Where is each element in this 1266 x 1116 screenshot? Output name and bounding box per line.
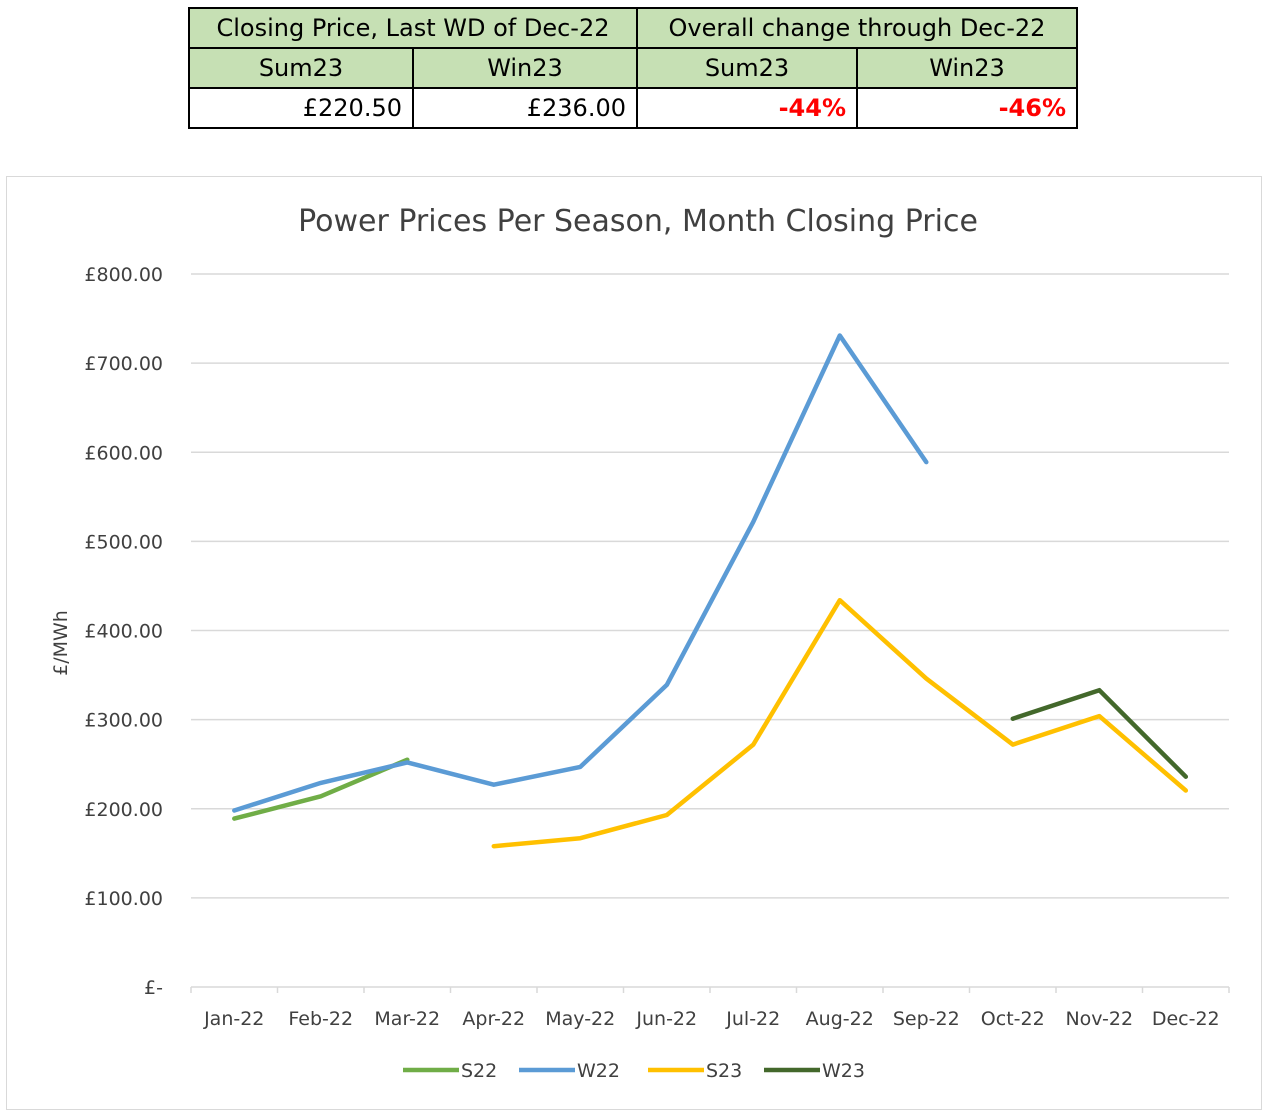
line-chart: Power Prices Per Season, Month Closing P… [50,204,1230,1082]
y-tick-label: £400.00 [84,621,163,643]
chart-frame: Power Prices Per Season, Month Closing P… [6,176,1262,1110]
series-lines [232,333,1189,849]
chart-title: Power Prices Per Season, Month Closing P… [298,204,978,239]
x-tick-label: Mar-22 [374,1008,440,1030]
y-axis-label: £/MWh [50,610,72,676]
x-tick-label: May-22 [545,1008,615,1030]
x-axis-ticks: Jan-22 Feb-22 Mar-22 Apr-22 May-22 Jun-22 Jul-… [203,1008,1220,1030]
series-line-w22 [232,333,929,813]
win23-change-value: -46% [856,87,1078,129]
sum23-price-value: £220.50 [188,87,414,129]
x-tick-label: Jul-22 [725,1008,780,1030]
legend: S22 W22 S23 W23 [403,1060,865,1082]
win23-price-value: £236.00 [412,87,638,129]
x-tick-label: Aug-22 [806,1008,874,1030]
y-tick-label: £600.00 [84,442,163,464]
x-tick-label: Feb-22 [288,1008,353,1030]
x-tick-label: Oct-22 [981,1008,1045,1030]
x-tick-label: Jan-22 [203,1008,264,1030]
y-tick-label: £700.00 [84,353,163,375]
x-tick-label: Jun-22 [635,1008,697,1030]
series-line-s22 [232,757,410,821]
y-tick-label: £100.00 [84,888,163,910]
y-tick-label: £200.00 [84,799,163,821]
y-tick-label: £800.00 [84,264,163,286]
sum23-change-header: Sum23 [636,47,858,89]
y-tick-label: £- [144,977,163,999]
overall-change-header: Overall change through Dec-22 [636,7,1078,49]
sum23-change-value: -44% [636,87,858,129]
legend-label-w22: W22 [577,1060,620,1082]
sum23-price-header: Sum23 [188,47,414,89]
closing-price-header: Closing Price, Last WD of Dec-22 [188,7,638,49]
win23-price-header: Win23 [412,47,638,89]
y-tick-label: £500.00 [84,531,163,553]
series-line-s23 [491,597,1189,849]
x-tick-label: Apr-22 [462,1008,525,1030]
series-line-w23 [1010,687,1189,779]
win23-change-header: Win23 [856,47,1078,89]
x-tick-label: Sep-22 [893,1008,960,1030]
y-axis-ticks: £- £100.00 £200.00 £300.00 £400.00 £500.00 £60… [84,264,163,999]
legend-label-w23: W23 [822,1060,865,1082]
grid-lines [190,273,1230,993]
legend-label-s23: S23 [706,1060,742,1082]
legend-label-s22: S22 [461,1060,497,1082]
y-tick-label: £300.00 [84,710,163,732]
x-tick-label: Nov-22 [1065,1008,1133,1030]
x-tick-label: Dec-22 [1152,1008,1220,1030]
summary-table: Closing Price, Last WD of Dec-22 Overall… [188,7,1078,129]
